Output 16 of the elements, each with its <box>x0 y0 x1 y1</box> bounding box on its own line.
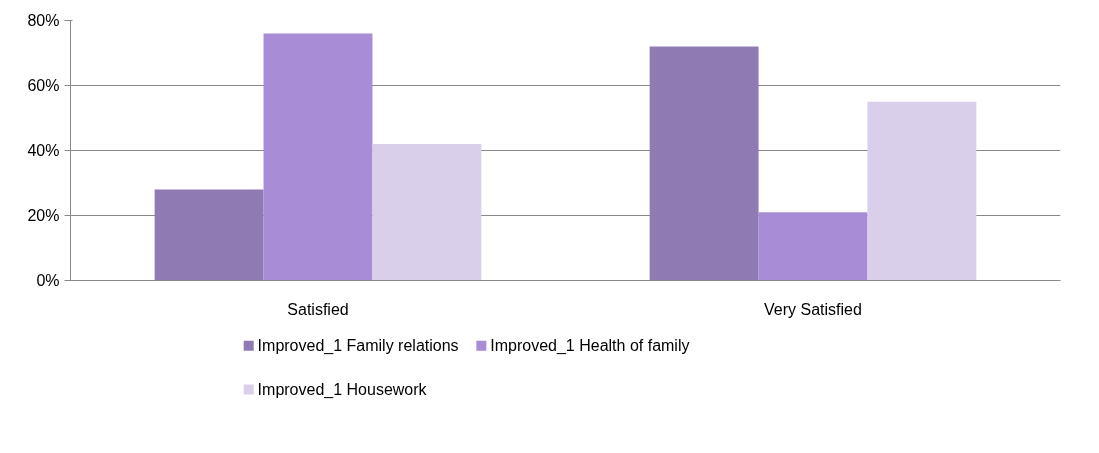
bar <box>758 212 868 281</box>
bar <box>867 101 977 281</box>
y-tick-label: 0% <box>36 272 60 289</box>
legend-label: Improved_1 Housework <box>257 381 428 399</box>
legend-label: Improved_1 Health of family <box>490 337 690 356</box>
bar <box>154 189 264 281</box>
x-tick-label: Very Satisfied <box>764 300 862 318</box>
x-tick-label: Satisfied <box>287 300 349 318</box>
legend-label: Improved_1 Family relations <box>257 337 459 356</box>
bar <box>263 33 373 281</box>
bar <box>649 46 759 281</box>
y-tick-label: 40% <box>27 142 60 159</box>
y-tick-label: 20% <box>27 207 60 224</box>
y-tick-label: 80% <box>27 12 60 29</box>
y-tick-label: 60% <box>27 77 60 94</box>
bar <box>372 144 482 281</box>
